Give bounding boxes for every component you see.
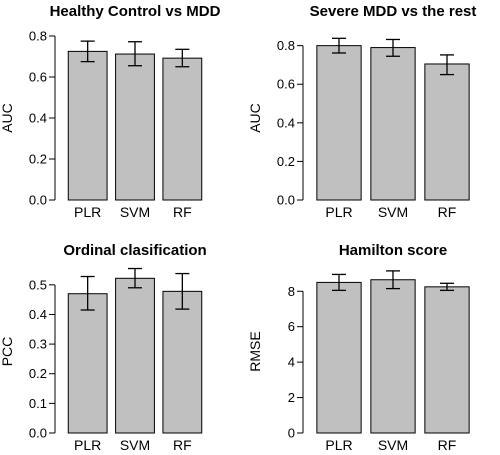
y-axis-label: RMSE xyxy=(247,331,263,371)
bar xyxy=(162,290,203,434)
bar xyxy=(115,277,155,434)
y-tick-label: 8 xyxy=(288,284,295,299)
y-tick-label: 0.4 xyxy=(29,307,47,322)
bar xyxy=(67,293,108,434)
x-tick-label: RF xyxy=(438,437,457,453)
y-tick-label: 0.8 xyxy=(29,29,47,44)
chart-title: Hamilton score xyxy=(339,242,447,259)
y-tick-label: 0.0 xyxy=(29,426,47,441)
chart-panel: Healthy Control vs MDD 0.0 0.2 0.4 0.6 0.8 AUC… xyxy=(0,3,221,220)
x-tick-label: SVM xyxy=(378,437,408,453)
y-tick-label: 0.6 xyxy=(29,70,47,85)
x-tick-label: SVM xyxy=(120,204,150,220)
chart-title: Ordinal clasification xyxy=(63,242,206,259)
y-tick-label: 0 xyxy=(288,426,295,441)
y-tick-label: 0.0 xyxy=(29,193,47,208)
x-tick-label: PLR xyxy=(325,204,352,220)
y-tick-label: 0.2 xyxy=(277,154,295,169)
chart-panel: Ordinal clasification 0.0 0.1 0.2 0.3 0.4 0.5 P… xyxy=(0,242,207,453)
x-tick-label: SVM xyxy=(378,204,408,220)
y-axis-label: PCC xyxy=(0,337,15,367)
y-tick-label: 0.8 xyxy=(277,38,295,53)
y-axis-label: AUC xyxy=(0,103,15,133)
x-tick-label: RF xyxy=(173,437,192,453)
bar xyxy=(370,47,416,201)
bar xyxy=(115,53,155,201)
bar xyxy=(424,286,470,434)
x-tick-label: RF xyxy=(438,204,457,220)
y-tick-label: 0.4 xyxy=(277,115,295,130)
y-tick-label: 0.2 xyxy=(29,152,47,167)
bar xyxy=(316,45,362,201)
y-tick-label: 0.0 xyxy=(277,193,295,208)
y-tick-label: 6 xyxy=(288,319,295,334)
bar xyxy=(162,57,203,201)
y-tick-label: 0.2 xyxy=(29,366,47,381)
bar xyxy=(370,279,416,434)
y-tick-label: 0.6 xyxy=(277,77,295,92)
y-tick-label: 2 xyxy=(288,390,295,405)
y-tick-label: 0.4 xyxy=(29,111,47,126)
x-tick-label: PLR xyxy=(325,437,352,453)
x-tick-label: SVM xyxy=(120,437,150,453)
chart-title: Severe MDD vs the rest xyxy=(310,3,477,20)
x-tick-label: RF xyxy=(173,204,192,220)
y-tick-label: 0.3 xyxy=(29,337,47,352)
y-tick-label: 0.5 xyxy=(29,277,47,292)
bar xyxy=(67,50,108,201)
chart-title: Healthy Control vs MDD xyxy=(50,3,221,20)
y-axis-label: AUC xyxy=(247,103,263,133)
chart-panel: Hamilton score 0 2 4 6 8 RMSE PLR SVM RF xyxy=(247,242,470,453)
x-tick-label: PLR xyxy=(74,204,101,220)
bar xyxy=(316,281,362,434)
bar xyxy=(424,63,470,201)
chart-panel: Severe MDD vs the rest 0.0 0.2 0.4 0.6 0.8 AUC… xyxy=(247,3,476,220)
y-tick-label: 4 xyxy=(288,355,295,370)
x-tick-label: PLR xyxy=(74,437,101,453)
y-tick-label: 0.1 xyxy=(29,396,47,411)
